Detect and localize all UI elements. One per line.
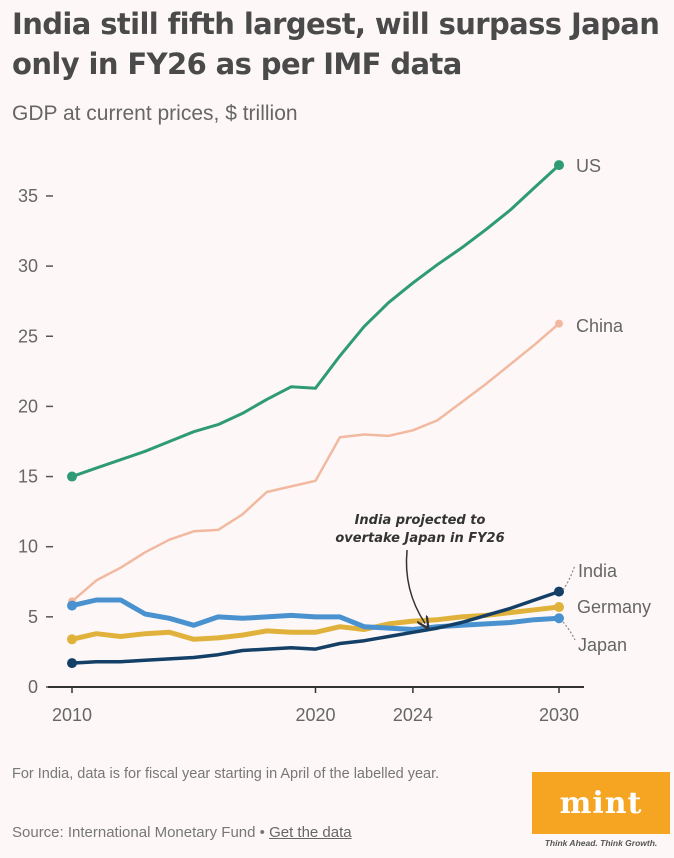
y-tick-label: 30 [18,256,38,276]
series-label-china: China [576,316,624,336]
series-labels: US China Germany Japan India [562,156,651,655]
chart-title: India still fifth largest, will surpass … [12,7,660,81]
series-line-china [70,322,561,603]
y-tick-label: 0 [28,677,38,697]
y-tick-label: 5 [28,607,38,627]
x-tick-label: 2030 [539,705,579,725]
y-tick-label: 25 [18,326,38,346]
source-text: Source: International Monetary Fund • [12,824,270,841]
series-start-point-japan [67,600,77,611]
series-end-point-us [554,160,564,171]
y-tick-label: 10 [18,537,38,557]
y-tick-label: 20 [18,396,38,416]
x-axis: 2010 2020 2024 2030 [48,686,584,725]
x-tick-label: 2020 [295,705,335,725]
annotation-line1: India projected to [355,513,486,528]
series-start-point-india [67,658,77,669]
series-lines [67,160,564,669]
annotation: India projected to overtake Japan in FY2… [335,513,505,623]
y-tick-label: 15 [18,467,38,487]
series-line-japan [69,597,562,632]
series-line-india [70,589,561,665]
series-label-us: US [576,156,601,176]
series-line-us [70,163,561,479]
series-end-point-japan [554,613,564,624]
mint-logo-text: mint [559,785,643,821]
get-data-link[interactable]: Get the data [269,824,352,841]
mint-logo: mint [532,772,670,834]
footnote: For India, data is for fiscal year start… [12,766,440,782]
annotation-line2: overtake Japan in FY26 [335,531,504,546]
series-end-point-germany [554,602,564,613]
series-label-japan: Japan [578,635,627,655]
y-tick-label: 35 [18,186,38,206]
annotation-arrow [405,549,425,623]
series-end-point-china [555,319,563,328]
source-line: Source: International Monetary Fund • Ge… [12,824,352,841]
y-axis: 0 5 10 15 20 25 30 35 [18,186,56,697]
series-line-germany [69,604,562,642]
x-tick-label: 2010 [52,705,92,725]
series-end-point-india [554,586,564,597]
line-chart: 0 5 10 15 20 25 30 35 2010 2020 2024 2030 US China G… [18,156,651,725]
mint-tagline: Think Ahead. Think Growth. [544,838,658,848]
india-leader-line [562,564,576,591]
x-tick-label: 2024 [393,705,433,725]
series-start-point-germany [67,634,77,645]
chart-subtitle: GDP at current prices, $ trillion [12,102,298,125]
series-label-india: India [578,561,618,581]
japan-leader-line [562,621,576,641]
series-start-point-us [67,471,77,482]
series-label-germany: Germany [577,597,651,617]
